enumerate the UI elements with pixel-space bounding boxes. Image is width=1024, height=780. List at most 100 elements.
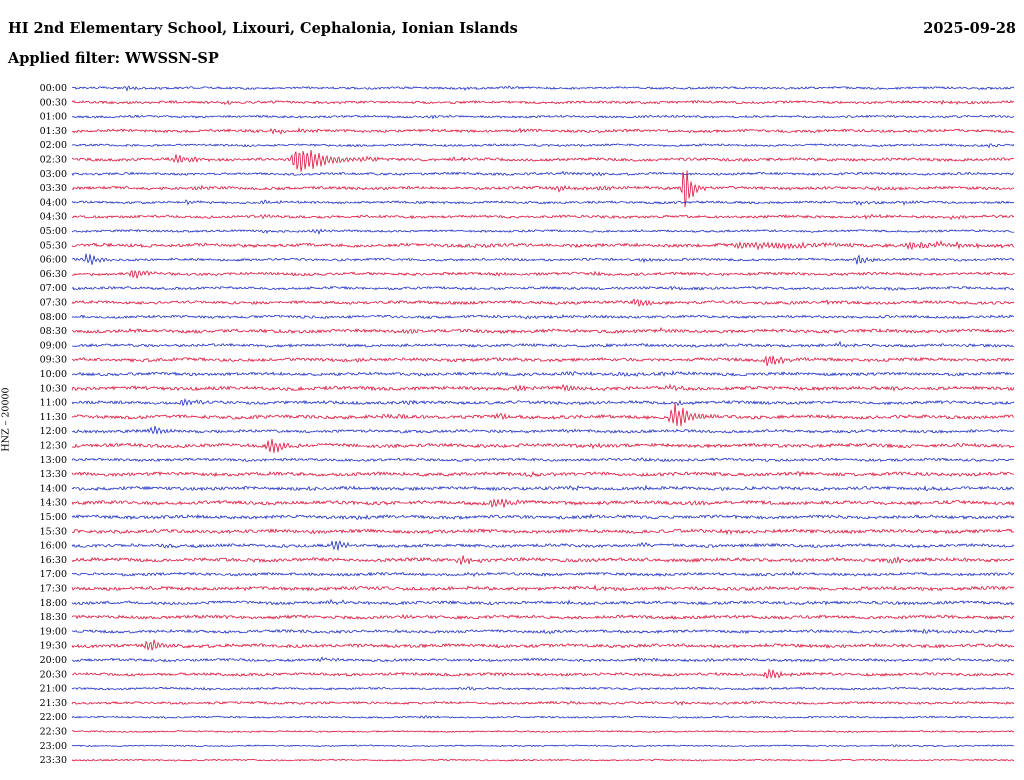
time-label-15:30: 15:30 <box>40 526 67 537</box>
trace-row-13:30 <box>71 470 1015 478</box>
time-label-11:30: 11:30 <box>40 412 67 423</box>
trace-row-21:00 <box>71 686 1015 692</box>
time-label-11:00: 11:00 <box>40 398 67 409</box>
time-label-01:00: 01:00 <box>40 112 67 123</box>
trace-row-22:00 <box>71 715 1015 719</box>
trace-row-19:30 <box>71 639 1015 651</box>
time-label-16:00: 16:00 <box>40 541 67 552</box>
trace-row-18:00 <box>71 598 1015 606</box>
page-title: HI 2nd Elementary School, Lixouri, Cepha… <box>8 20 518 37</box>
trace-row-20:00 <box>71 656 1015 663</box>
time-label-12:00: 12:00 <box>40 426 67 437</box>
time-label-20:30: 20:30 <box>40 669 67 680</box>
time-label-04:30: 04:30 <box>40 212 67 223</box>
time-label-12:30: 12:30 <box>40 441 67 452</box>
time-label-21:30: 21:30 <box>40 698 67 709</box>
trace-row-22:30 <box>72 730 1015 734</box>
trace-row-02:00 <box>71 143 1015 149</box>
time-label-07:00: 07:00 <box>40 283 67 294</box>
time-label-01:30: 01:30 <box>40 126 67 137</box>
filter-label: Applied filter: WWSSN-SP <box>8 50 219 67</box>
trace-row-00:30 <box>71 99 1015 106</box>
time-label-08:00: 08:00 <box>40 312 67 323</box>
trace-row-01:00 <box>71 114 1015 120</box>
trace-row-04:30 <box>71 213 1015 221</box>
trace-row-12:00 <box>71 425 1015 435</box>
trace-row-03:00 <box>71 170 1015 177</box>
time-label-23:00: 23:00 <box>40 741 67 752</box>
time-label-17:00: 17:00 <box>40 569 67 580</box>
trace-row-02:30 <box>71 149 1015 172</box>
trace-row-01:30 <box>71 127 1015 135</box>
time-label-00:30: 00:30 <box>40 97 67 108</box>
trace-row-06:30 <box>71 269 1015 279</box>
trace-row-14:00 <box>71 484 1015 492</box>
trace-row-07:30 <box>71 298 1015 307</box>
time-label-06:00: 06:00 <box>40 255 67 266</box>
time-label-04:00: 04:00 <box>40 197 67 208</box>
time-label-15:00: 15:00 <box>40 512 67 523</box>
time-label-14:00: 14:00 <box>40 483 67 494</box>
trace-row-16:30 <box>71 555 1015 565</box>
trace-row-10:30 <box>71 383 1015 393</box>
time-label-03:30: 03:30 <box>40 183 67 194</box>
trace-row-17:30 <box>71 584 1015 592</box>
time-label-18:30: 18:30 <box>40 612 67 623</box>
time-label-22:30: 22:30 <box>40 727 67 738</box>
trace-row-08:00 <box>71 314 1015 320</box>
trace-row-23:00 <box>71 744 1015 748</box>
trace-row-11:30 <box>71 402 1015 427</box>
trace-row-08:30 <box>71 326 1015 335</box>
trace-row-03:30 <box>71 170 1015 208</box>
trace-row-19:00 <box>71 628 1015 635</box>
trace-row-13:00 <box>71 457 1015 463</box>
time-label-10:30: 10:30 <box>40 383 67 394</box>
trace-row-20:30 <box>71 668 1015 680</box>
time-label-21:00: 21:00 <box>40 684 67 695</box>
time-label-22:00: 22:00 <box>40 712 67 723</box>
time-label-18:00: 18:00 <box>40 598 67 609</box>
trace-row-15:30 <box>71 527 1015 536</box>
trace-row-06:00 <box>71 253 1015 265</box>
time-label-08:30: 08:30 <box>40 326 67 337</box>
time-label-06:30: 06:30 <box>40 269 67 280</box>
time-label-19:00: 19:00 <box>40 626 67 637</box>
time-label-19:30: 19:30 <box>40 641 67 652</box>
date-label: 2025-09-28 <box>923 20 1016 37</box>
time-label-13:30: 13:30 <box>40 469 67 480</box>
time-label-09:00: 09:00 <box>40 340 67 351</box>
trace-row-21:30 <box>71 700 1015 707</box>
trace-row-05:00 <box>71 228 1015 236</box>
time-label-03:00: 03:00 <box>40 169 67 180</box>
trace-row-00:00 <box>71 85 1015 92</box>
time-label-23:30: 23:30 <box>40 755 67 766</box>
time-label-17:30: 17:30 <box>40 584 67 595</box>
time-label-00:00: 00:00 <box>40 83 67 94</box>
time-label-20:00: 20:00 <box>40 655 67 666</box>
trace-row-11:00 <box>71 397 1015 407</box>
trace-row-09:30 <box>71 355 1015 366</box>
time-label-07:30: 07:30 <box>40 298 67 309</box>
trace-row-12:30 <box>71 438 1015 454</box>
trace-row-05:30 <box>71 240 1015 251</box>
time-label-09:30: 09:30 <box>40 355 67 366</box>
time-label-02:00: 02:00 <box>40 140 67 151</box>
time-label-02:30: 02:30 <box>40 155 67 166</box>
time-label-13:00: 13:00 <box>40 455 67 466</box>
trace-row-16:00 <box>71 539 1015 551</box>
trace-row-15:00 <box>71 513 1015 521</box>
trace-row-07:00 <box>71 285 1015 291</box>
trace-row-09:00 <box>71 340 1015 348</box>
time-label-14:30: 14:30 <box>40 498 67 509</box>
time-label-10:00: 10:00 <box>40 369 67 380</box>
trace-row-18:30 <box>71 613 1015 621</box>
time-label-05:30: 05:30 <box>40 240 67 251</box>
trace-row-14:30 <box>71 498 1015 508</box>
trace-row-23:30 <box>71 758 1015 762</box>
time-label-16:30: 16:30 <box>40 555 67 566</box>
trace-row-17:00 <box>71 570 1015 578</box>
time-label-05:00: 05:00 <box>40 226 67 237</box>
trace-row-10:00 <box>71 370 1015 377</box>
